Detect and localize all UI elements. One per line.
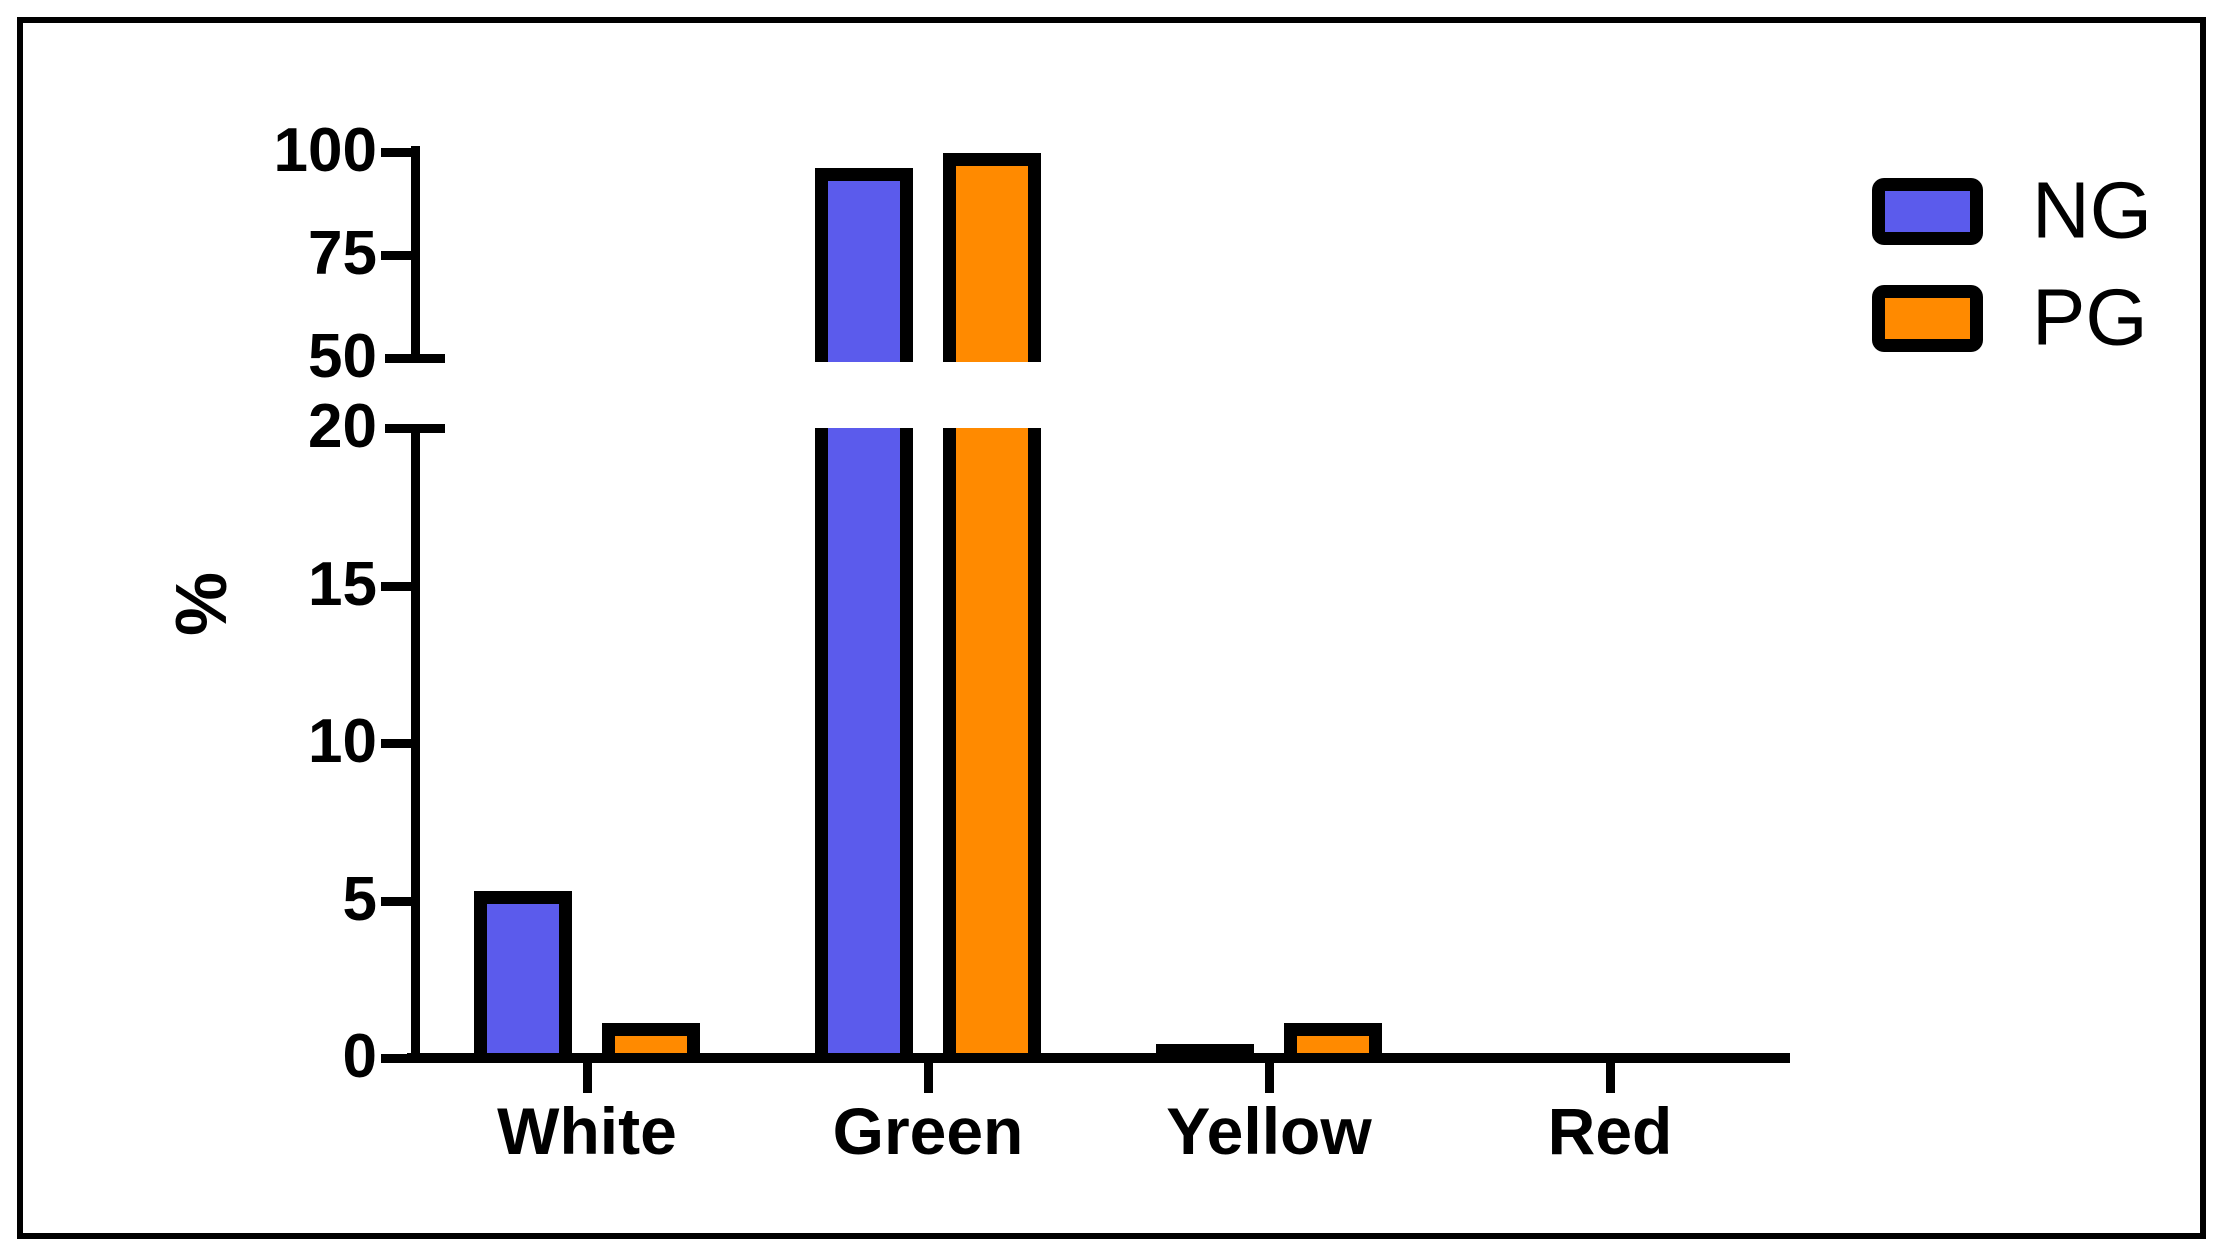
- x-tick-yellow: [1265, 1063, 1274, 1093]
- x-tick-green: [924, 1063, 933, 1093]
- y-tick-label-75: 75: [308, 218, 377, 288]
- y-tick-10: [381, 739, 411, 748]
- legend-label-ng: NG: [2032, 164, 2152, 254]
- y-tick-label-5: 5: [342, 864, 377, 934]
- y-axis-lower-segment: [411, 428, 420, 1063]
- x-label-red: Red: [1547, 1094, 1673, 1168]
- y-tick-label-15: 15: [308, 549, 377, 619]
- bar-ng-green-upper: [815, 168, 913, 362]
- legend-swatch-ng: [1872, 178, 1983, 245]
- y-tick-100: [381, 148, 411, 157]
- y-tick-50: [385, 354, 445, 363]
- y-axis-upper-segment: [411, 146, 420, 362]
- y-tick-75: [381, 251, 411, 260]
- y-tick-label-10: 10: [308, 706, 377, 776]
- x-label-white: White: [497, 1094, 677, 1168]
- y-tick-label-0: 0: [342, 1021, 377, 1091]
- x-tick-red: [1606, 1063, 1615, 1093]
- x-tick-white: [583, 1063, 592, 1093]
- y-tick-15: [381, 581, 411, 591]
- legend-swatch-pg: [1872, 285, 1983, 352]
- y-tick-label-100: 100: [273, 115, 377, 185]
- legend-label-pg: PG: [2032, 271, 2148, 361]
- y-tick-20: [385, 424, 445, 433]
- figure-border-frame: [17, 17, 2206, 1239]
- y-tick-5: [381, 896, 411, 906]
- y-tick-label-20: 20: [308, 391, 377, 461]
- y-tick-0: [381, 1054, 411, 1063]
- x-label-green: Green: [832, 1094, 1024, 1168]
- x-axis-line: [407, 1053, 1790, 1063]
- bar-ng-green-lower: [815, 428, 913, 1063]
- bar-pg-green-lower: [943, 428, 1041, 1063]
- x-label-yellow: Yellow: [1166, 1094, 1372, 1168]
- y-tick-label-50: 50: [308, 321, 377, 391]
- bar-pg-green-upper: [943, 153, 1041, 362]
- bar-ng-white: [474, 891, 572, 1063]
